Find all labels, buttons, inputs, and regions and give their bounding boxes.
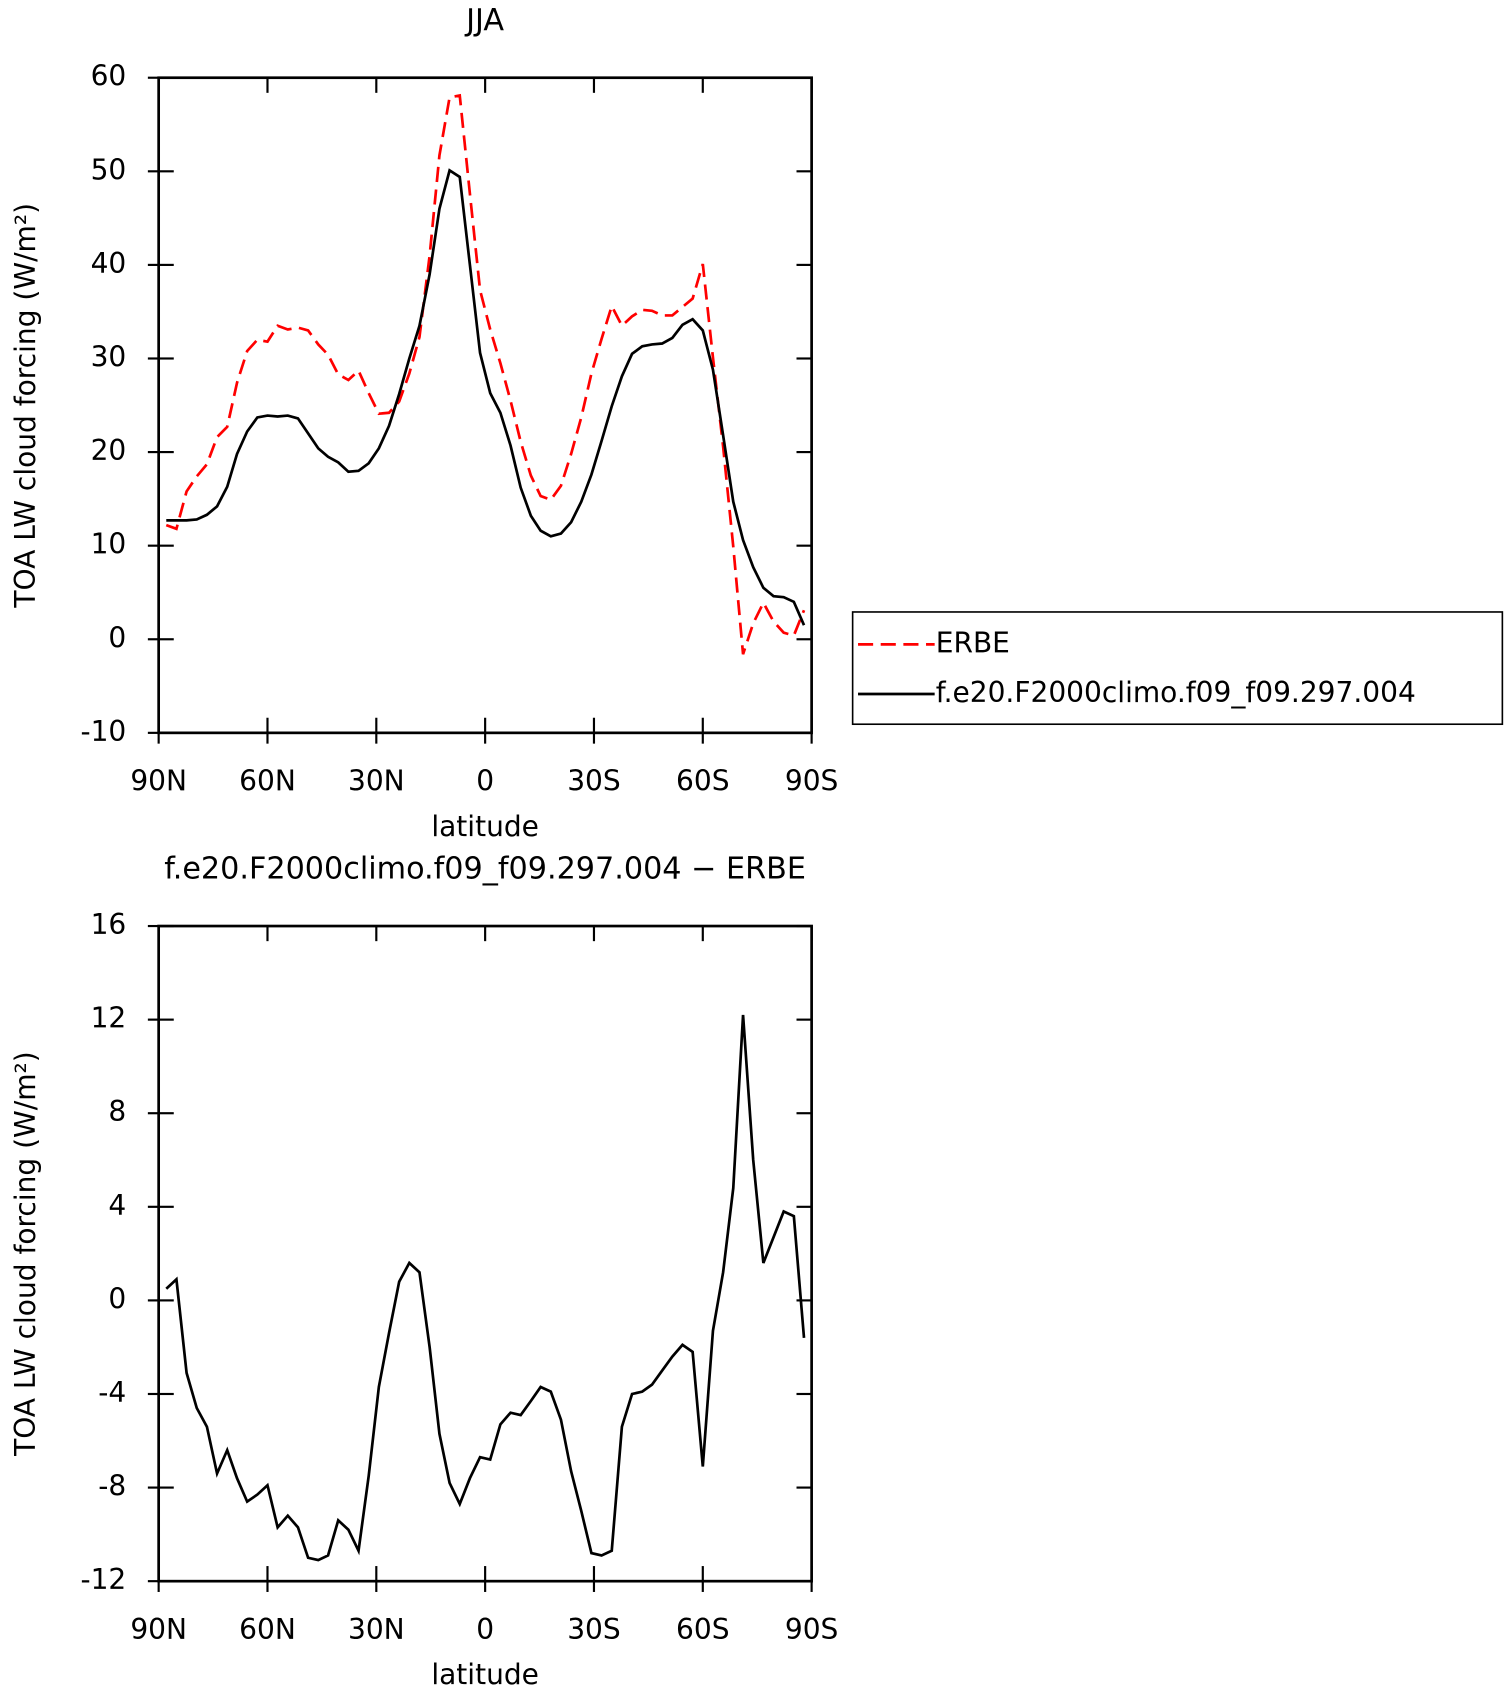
x-tick-label: 90N — [130, 764, 187, 797]
x-tick-label: 0 — [476, 1613, 494, 1646]
y-tick-label: 20 — [91, 434, 127, 467]
plot-frame — [157, 76, 813, 735]
y-axis-label: TOA LW cloud forcing (W/m²) — [9, 203, 42, 609]
y-tick-label: 10 — [91, 528, 127, 561]
legend-label: f.e20.F2000climo.f09_f09.297.004 — [936, 676, 1416, 709]
y-tick-label: 30 — [91, 340, 127, 373]
series-line — [165, 93, 806, 655]
y-tick-label: -10 — [80, 715, 126, 748]
chart-title: JJA — [464, 3, 504, 38]
x-tick-label: 90S — [785, 764, 839, 797]
y-tick-label: 40 — [91, 247, 127, 280]
plot-frame — [157, 924, 813, 1583]
y-tick-label: -8 — [98, 1470, 126, 1503]
x-tick-label: 30S — [567, 764, 621, 797]
x-axis-label: latitude — [431, 1658, 539, 1691]
y-tick-label: 8 — [108, 1095, 126, 1128]
y-tick-label: -12 — [80, 1563, 126, 1596]
y-tick-label: -4 — [98, 1376, 126, 1409]
y-tick-label: 0 — [108, 1282, 126, 1315]
x-tick-label: 60N — [239, 764, 296, 797]
legend-label: ERBE — [936, 626, 1010, 659]
y-tick-label: 12 — [91, 1002, 127, 1035]
x-tick-label: 90S — [785, 1613, 839, 1646]
x-tick-label: 60S — [676, 764, 730, 797]
series-line — [166, 168, 806, 626]
y-tick-label: 0 — [108, 621, 126, 654]
x-tick-label: 60N — [239, 1613, 296, 1646]
chart-title: f.e20.F2000climo.f09_f09.297.004 − ERBE — [164, 851, 806, 886]
x-axis-label: latitude — [431, 810, 539, 843]
x-tick-label: 30S — [567, 1613, 621, 1646]
series-line — [165, 1014, 806, 1562]
x-tick-label: 0 — [476, 764, 494, 797]
y-tick-label: 60 — [91, 60, 127, 93]
x-tick-label: 30N — [348, 1613, 405, 1646]
y-tick-label: 4 — [108, 1189, 126, 1222]
y-tick-label: 50 — [91, 153, 127, 186]
x-tick-label: 30N — [348, 764, 405, 797]
y-axis-label: TOA LW cloud forcing (W/m²) — [9, 1051, 42, 1457]
x-tick-label: 90N — [130, 1613, 187, 1646]
y-tick-label: 16 — [91, 908, 127, 941]
legend-box — [851, 611, 1504, 726]
x-tick-label: 60S — [676, 1613, 730, 1646]
